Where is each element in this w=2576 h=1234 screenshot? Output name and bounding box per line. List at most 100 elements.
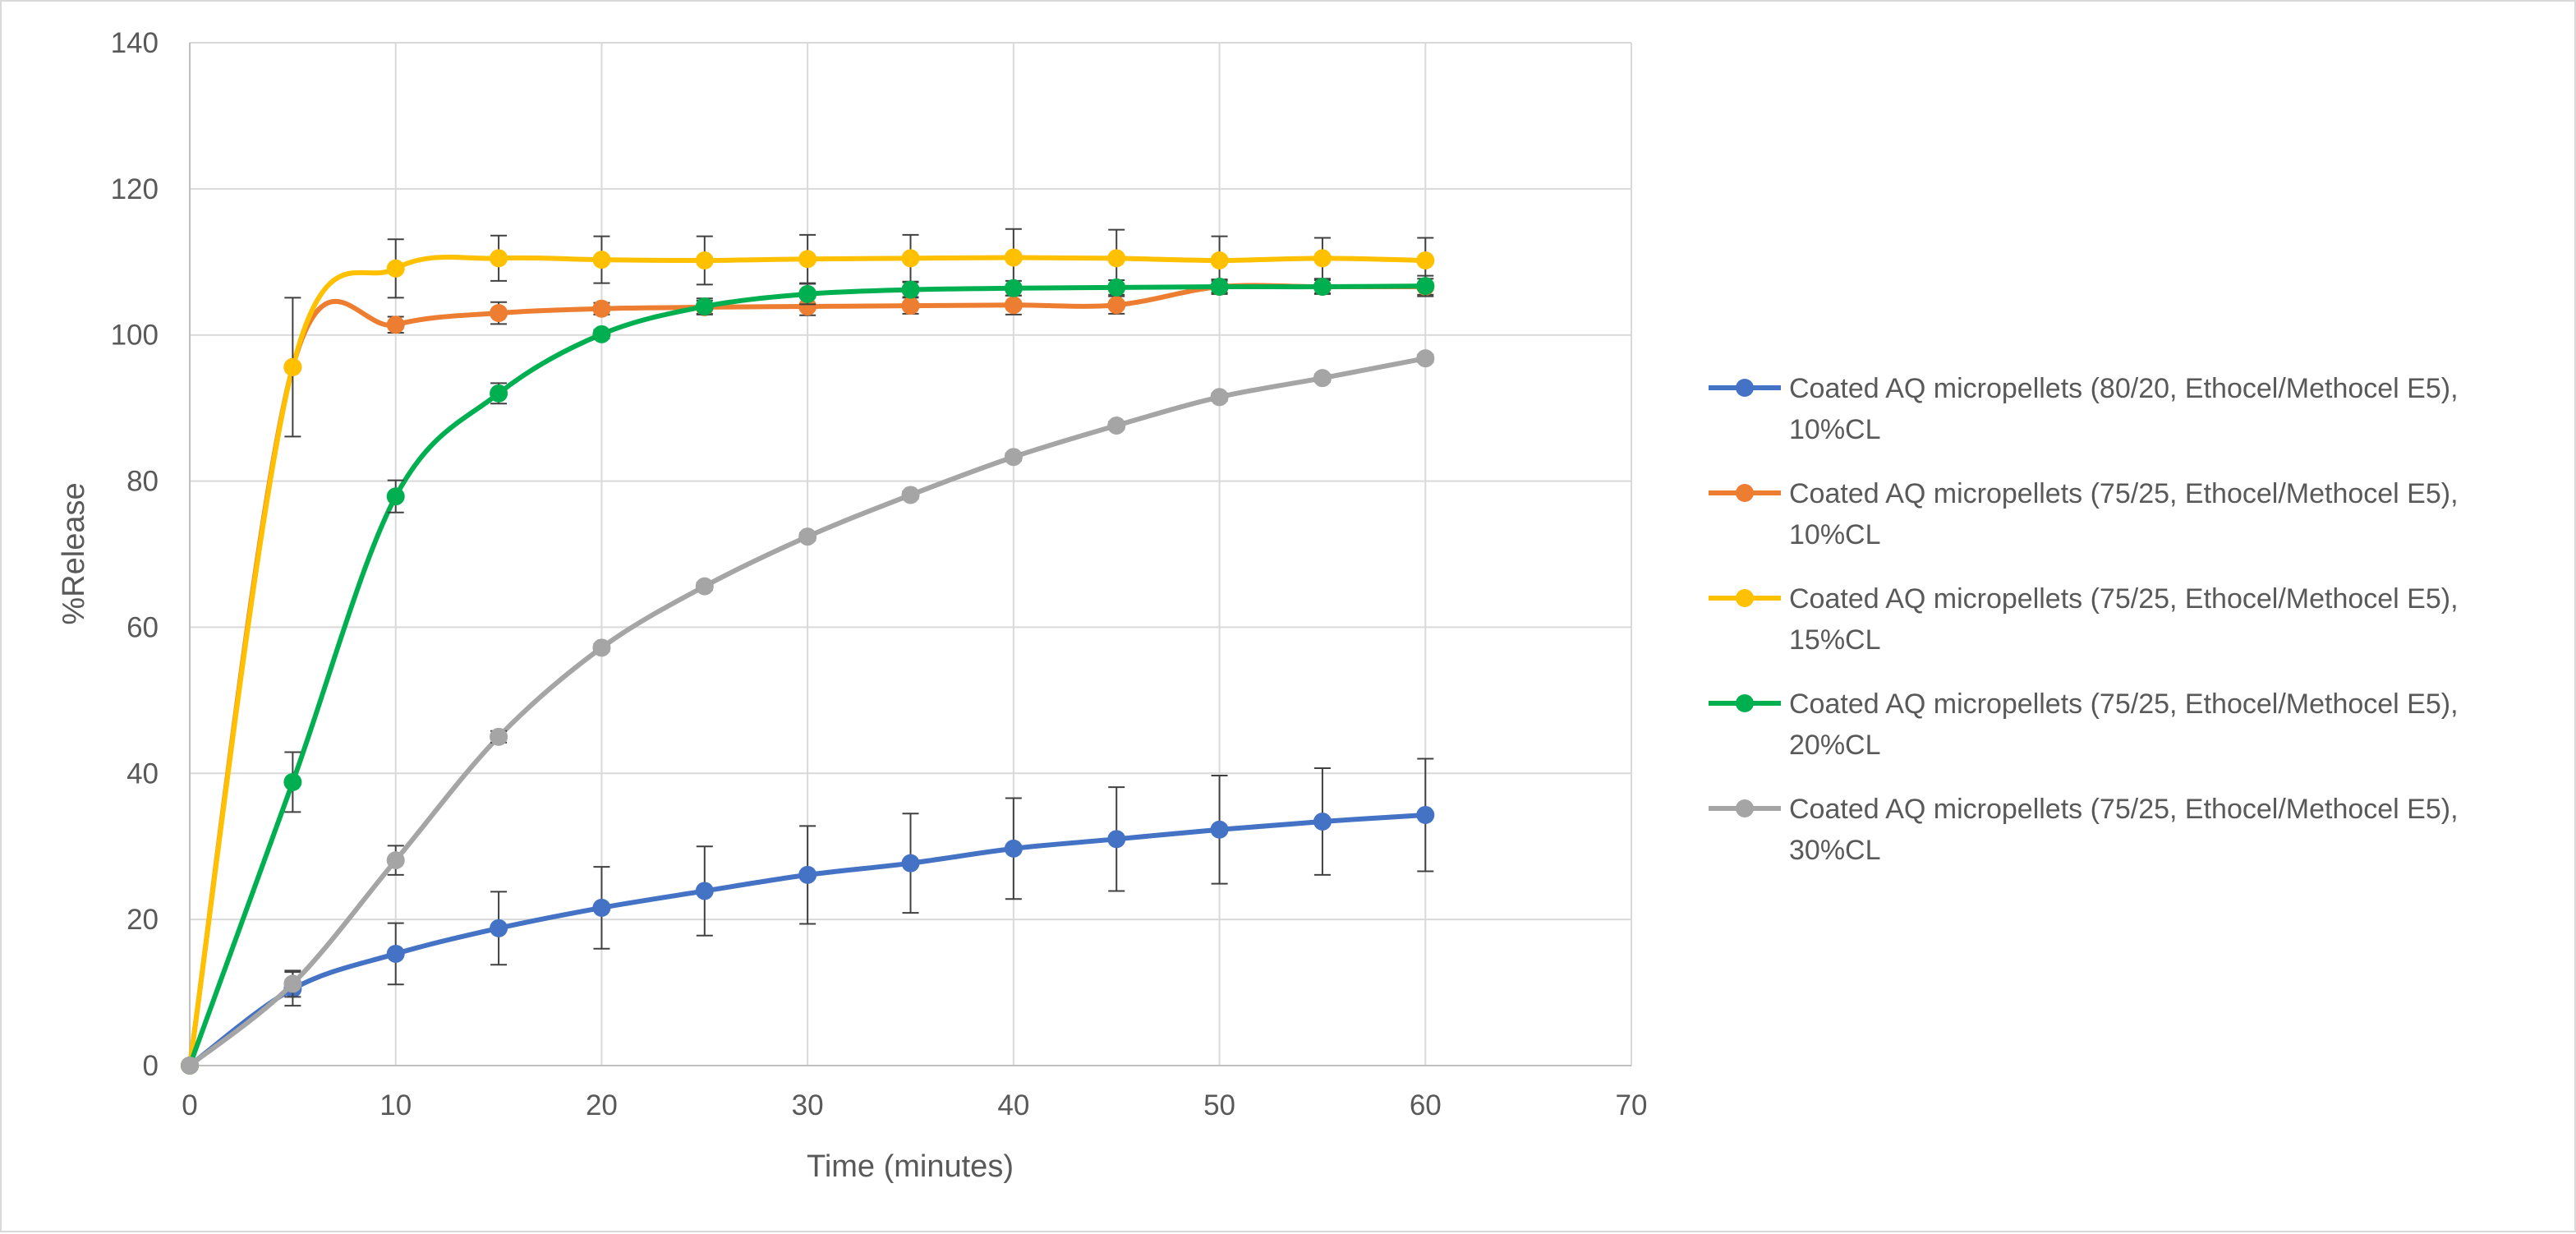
legend-label: Coated AQ micropellets (75/25, Ethocel/M… [1789,583,2459,656]
y-tick-label: 80 [126,466,159,498]
data-point [1416,277,1435,296]
series-line [187,283,1426,1067]
legend-item-3: Coated AQ micropellets (75/25, Ethocel/M… [1709,583,2459,656]
legend-label: Coated AQ micropellets (80/20, Ethocel/M… [1789,373,2459,445]
data-point [1004,296,1023,315]
legend-marker [1736,694,1754,712]
data-point [386,259,405,278]
y-tick-label: 20 [126,904,159,936]
x-tick-label: 40 [997,1089,1029,1121]
data-point [490,727,508,746]
data-point [1210,278,1229,297]
legend-label-line: Coated AQ micropellets (75/25, Ethocel/M… [1789,688,2459,720]
data-point [1210,820,1229,839]
data-point [1107,416,1126,435]
data-point [798,250,817,269]
data-point [592,898,611,917]
x-axis-title: Time (minutes) [807,1149,1014,1184]
y-tick-label: 60 [126,611,159,643]
data-point [1107,830,1126,849]
data-point [798,284,817,303]
data-point [1416,805,1435,824]
legend-label: Coated AQ micropellets (75/25, Ethocel/M… [1789,688,2459,761]
axes [189,43,1631,1066]
legend-item-2: Coated AQ micropellets (75/25, Ethocel/M… [1709,478,2459,550]
legend-label-line: 30%CL [1789,835,1881,866]
data-point [1107,296,1126,315]
data-point [283,974,302,993]
x-tick-label: 30 [792,1089,824,1121]
data-point [1313,812,1332,831]
data-point [1004,279,1023,297]
data-point [490,304,508,323]
legend-marker [1736,379,1754,397]
legend-label-line: Coated AQ micropellets (80/20, Ethocel/M… [1789,373,2459,404]
data-point [1416,349,1435,368]
x-tick-label: 70 [1616,1089,1648,1121]
data-point [901,280,920,299]
data-point [901,486,920,504]
y-tick-label: 100 [111,320,159,352]
legend-item-1: Coated AQ micropellets (80/20, Ethocel/M… [1709,373,2459,445]
data-point [798,297,817,316]
data-point [1210,251,1229,270]
data-point [1107,249,1126,268]
series-4 [181,274,1435,1075]
legend-label: Coated AQ micropellets (75/25, Ethocel/M… [1789,794,2459,866]
x-tick-label: 50 [1203,1089,1235,1121]
data-point [695,297,714,316]
legend-label-line: 15%CL [1789,624,1881,656]
data-point [1313,369,1332,388]
legend-label-line: 10%CL [1789,414,1881,445]
y-tick-label: 120 [111,173,159,205]
data-point [901,249,920,268]
legend-label-line: 20%CL [1789,730,1881,761]
data-point [386,944,405,963]
series-5 [181,349,1435,1075]
legend-item-4: Coated AQ micropellets (75/25, Ethocel/M… [1709,688,2459,761]
data-point [592,299,611,318]
series-1 [181,757,1435,1075]
data-point [1004,448,1023,467]
data-point [798,527,817,546]
data-point [695,577,714,596]
legend-label-line: Coated AQ micropellets (75/25, Ethocel/M… [1789,794,2459,825]
data-point [283,357,302,376]
y-axis-title: %Release [57,482,91,624]
data-point [386,851,405,870]
x-tick-label: 0 [182,1089,197,1121]
y-tick-label: 140 [111,27,159,59]
data-point [1004,839,1023,858]
data-point [798,865,817,884]
y-tick-label: 40 [126,757,159,790]
data-point [901,854,920,873]
legend-label: Coated AQ micropellets (75/25, Ethocel/M… [1789,478,2459,550]
data-point [490,249,508,268]
data-point [1107,278,1126,297]
data-point [181,1057,199,1075]
legend-marker [1736,799,1754,817]
x-tick-label: 60 [1410,1089,1442,1121]
data-point [695,882,714,900]
data-point [386,315,405,334]
legend-label-line: Coated AQ micropellets (75/25, Ethocel/M… [1789,478,2459,509]
data-point [901,297,920,315]
gridlines [190,42,1632,1066]
legend-item-5: Coated AQ micropellets (75/25, Ethocel/M… [1709,794,2459,866]
data-point [695,251,714,270]
series-group [181,228,1435,1075]
x-tick-label: 10 [380,1089,412,1121]
y-tick-label: 0 [143,1050,159,1082]
data-point [592,251,611,269]
data-point [1004,248,1023,267]
data-point [490,919,508,937]
data-point [283,772,302,791]
legend: Coated AQ micropellets (80/20, Ethocel/M… [1709,373,2459,866]
legend-marker [1736,589,1754,607]
data-point [1210,388,1229,407]
data-point [490,384,508,403]
legend-label-line: 10%CL [1789,519,1881,550]
tick-labels: 0 20 40 60 80 100 120 140 0 10 20 30 40 50 60 70 [111,27,1648,1121]
legend-label-line: Coated AQ micropellets (75/25, Ethocel/M… [1789,583,2459,615]
